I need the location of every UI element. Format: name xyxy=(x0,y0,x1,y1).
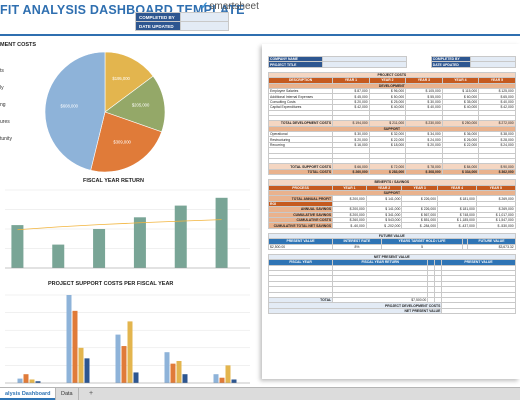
pie-slice-label: $608,000 xyxy=(61,104,79,109)
cell[interactable]: 5 xyxy=(380,243,464,250)
pie-legend-item: tunity xyxy=(0,136,12,142)
bar xyxy=(225,365,231,383)
bar xyxy=(66,295,72,383)
pie-slice-label: $205,000 xyxy=(132,103,150,108)
company-info-table: COMPANY NAME COMPLETED BY PROJECT TITLE … xyxy=(267,55,516,68)
tab-analysis-dashboard[interactable]: alysis Dashboard xyxy=(0,388,56,400)
bar xyxy=(115,334,121,383)
cell: $ 308,000 xyxy=(405,168,443,176)
cell: $ 334,000 xyxy=(441,168,480,176)
future-value-table: FUTURE VALUE PRESENT VALUE INTEREST RATE… xyxy=(267,232,516,250)
pie-slice-label: $309,000 xyxy=(113,140,131,145)
bar xyxy=(231,379,237,383)
row-label: TOTAL COSTS xyxy=(267,168,334,176)
bar xyxy=(72,310,78,383)
benefits-table: BENEFITS / SAVINGS PROCESS YEAR 1 YEAR 2… xyxy=(267,179,516,229)
pie-legend-item: ng xyxy=(0,102,6,108)
cell[interactable]: $ -202,000 xyxy=(365,222,403,229)
dev-total-row: TOTAL DEVELOPMENT COSTS $ 194,000 $ 211,… xyxy=(267,120,516,127)
date-updated-field[interactable] xyxy=(470,61,516,68)
check-icon: ✓ xyxy=(200,1,209,12)
cell: $ 283,000 xyxy=(368,168,407,176)
project-costs-table: PROJECT COSTS DESCRIPTION YEAR 1 YEAR 2 … xyxy=(267,71,516,176)
sheet-tabs-bar: alysis Dashboard Data + xyxy=(0,387,520,400)
project-title-label: PROJECT TITLE xyxy=(267,61,324,68)
table-row: CUMULATIVE TOTAL NET SAVINGS $ -60,000 $… xyxy=(267,222,516,229)
cell: $ 260,000 xyxy=(332,168,370,176)
bar2-title: PROJECT SUPPORT COSTS PER FISCAL YEAR xyxy=(48,281,174,287)
pie-slice xyxy=(104,75,166,133)
pie-slice xyxy=(90,111,162,173)
bar xyxy=(213,374,219,383)
pie-legend-item: ly xyxy=(0,85,4,91)
bar xyxy=(174,205,187,268)
table-row: $2,500.00 8% 5 $3,673.32 xyxy=(267,243,516,250)
bar xyxy=(29,379,35,383)
pie-legend-item: ts xyxy=(0,68,4,74)
completed-by-field[interactable] xyxy=(180,12,229,22)
total-costs-row: TOTAL COSTS $ 260,000 $ 283,000 $ 308,00… xyxy=(267,168,516,176)
smartsheet-logo: ✓smartsheet xyxy=(200,1,259,12)
project-title-field[interactable] xyxy=(322,61,408,68)
bar xyxy=(84,358,90,383)
cell[interactable]: $2,500.00 xyxy=(267,243,334,250)
bar xyxy=(23,374,29,383)
npv-table: NET PRESENT VALUE FISCAL YEAR FISCAL YEA… xyxy=(267,253,516,315)
completed-by-label: COMPLETED BY xyxy=(135,12,181,22)
pie-section-title: MENT COSTS xyxy=(0,42,37,48)
bar xyxy=(127,321,133,383)
tab-data[interactable]: Data xyxy=(55,388,79,400)
bar xyxy=(215,197,228,268)
cell[interactable]: $ -437,000 xyxy=(437,222,477,229)
bar xyxy=(170,363,176,383)
bar xyxy=(17,378,23,383)
bar xyxy=(93,229,106,268)
bar xyxy=(219,377,225,383)
pie-slice-label: $195,000 xyxy=(112,76,130,81)
date-updated-field[interactable] xyxy=(180,21,229,31)
pie-slice xyxy=(104,51,154,113)
pie-legend-item: ures xyxy=(0,119,10,125)
cell[interactable]: $ -284,000 xyxy=(401,222,438,229)
cell[interactable]: $ -60,000 xyxy=(332,222,367,229)
bar xyxy=(52,244,65,268)
support-costs-chart xyxy=(5,294,250,384)
bar xyxy=(35,381,41,383)
cell: $3,673.32 xyxy=(467,243,516,250)
cell[interactable]: 8% xyxy=(332,243,382,250)
row-label: NET PRESENT VALUE xyxy=(267,307,443,315)
bar xyxy=(133,372,139,383)
add-sheet-icon[interactable]: + xyxy=(89,390,94,397)
header-info-table: COMPLETED BY DATE UPDATED xyxy=(135,12,229,31)
fiscal-year-return-chart xyxy=(5,189,250,269)
brand-name: smartsheet xyxy=(209,1,259,12)
bar1-title: FISCAL YEAR RETURN xyxy=(83,178,144,184)
bar xyxy=(133,217,146,268)
bar xyxy=(182,374,188,383)
cell[interactable]: $ -530,000 xyxy=(475,222,516,229)
bar xyxy=(78,347,84,383)
trend-line xyxy=(17,219,222,231)
bar xyxy=(121,346,127,383)
table-row: Additional Internal Expenses $ 45,000 $ … xyxy=(267,93,516,100)
row-label: CUMULATIVE TOTAL NET SAVINGS xyxy=(267,222,334,229)
pie-slice xyxy=(44,51,106,171)
bar xyxy=(164,352,170,383)
header-divider xyxy=(0,34,520,36)
table-row xyxy=(267,109,516,116)
npv-row: NET PRESENT VALUE xyxy=(267,307,516,315)
date-updated-label: DATE UPDATED xyxy=(430,61,472,68)
cell xyxy=(441,307,516,315)
spreadsheet-panel: COMPANY NAME COMPLETED BY PROJECT TITLE … xyxy=(262,44,520,379)
cell: $ 362,000 xyxy=(478,168,516,176)
bar xyxy=(176,361,182,383)
date-updated-label: DATE UPDATED xyxy=(135,21,181,31)
bar xyxy=(11,225,24,268)
project-costs-pie-chart: $195,000 $205,000 $309,000 $608,000 xyxy=(44,51,166,173)
